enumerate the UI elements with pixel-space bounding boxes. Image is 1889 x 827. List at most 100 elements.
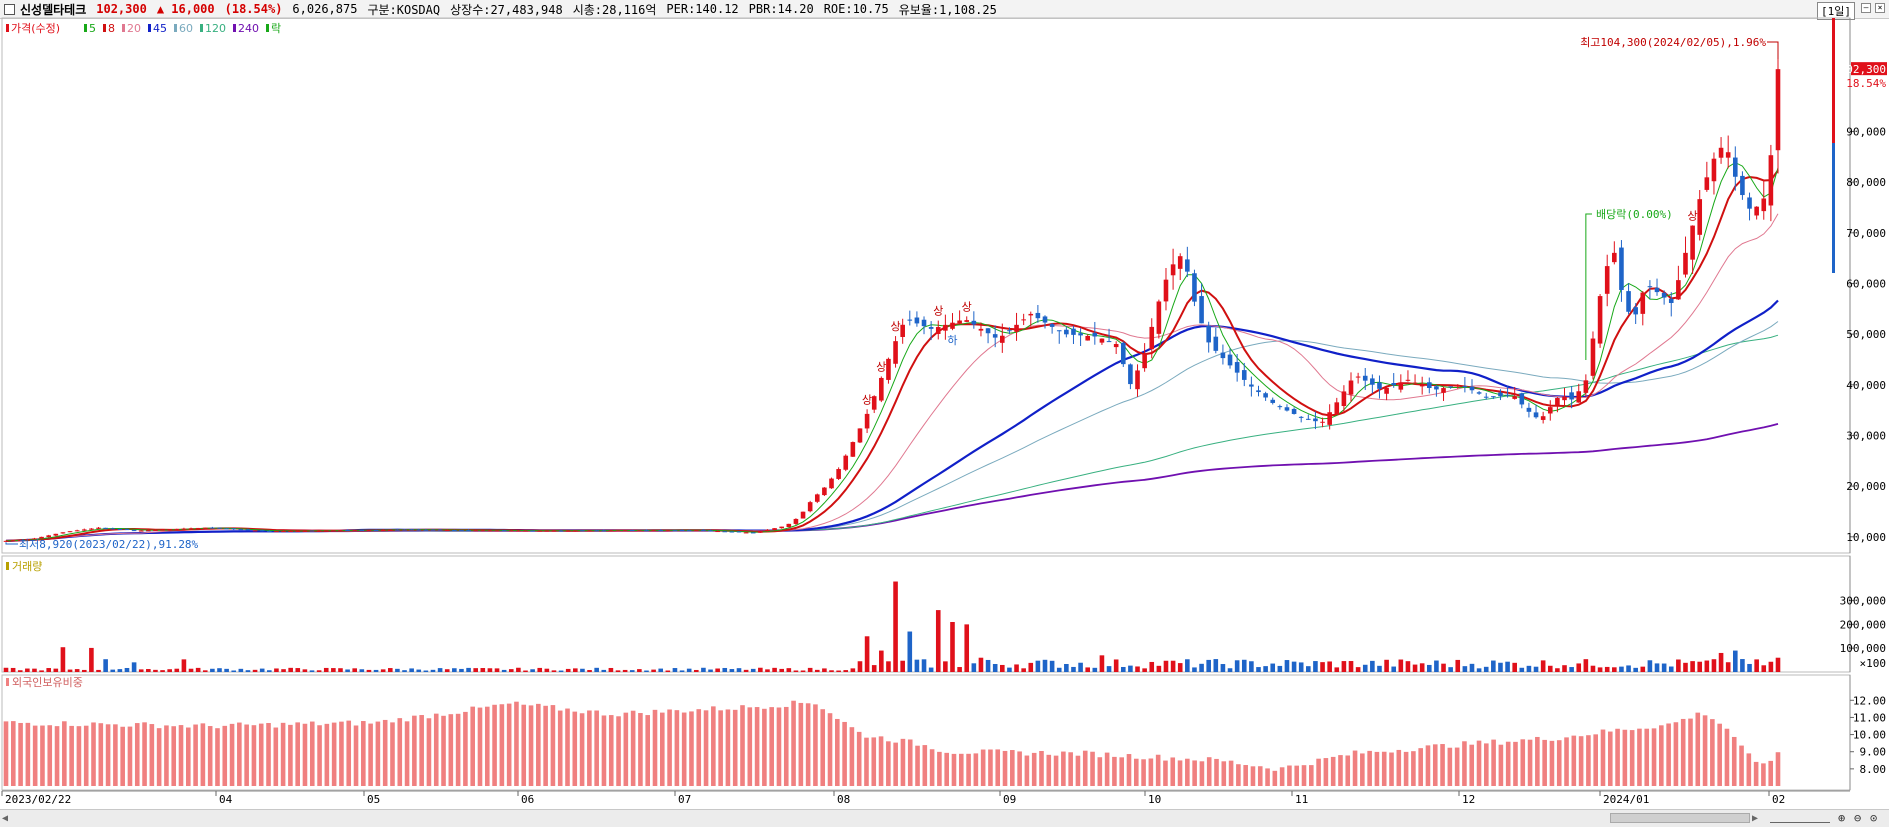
- candle-body: [1284, 407, 1290, 411]
- foreign-bar: [1236, 764, 1241, 786]
- candle: [850, 441, 856, 458]
- foreign-bar: [579, 713, 585, 786]
- volume-bar: [594, 667, 599, 672]
- volume-bar: [907, 631, 913, 672]
- volume-bar: [658, 668, 664, 672]
- foreign-bar: [762, 708, 767, 786]
- candle: [1661, 290, 1667, 305]
- candle: [1007, 327, 1012, 335]
- foreign-bar: [1097, 757, 1103, 786]
- volume-bar: [1676, 659, 1681, 672]
- candle: [1775, 59, 1781, 174]
- candle-body: [1434, 386, 1439, 390]
- minimize-icon[interactable]: –: [1861, 3, 1871, 13]
- candle: [1362, 368, 1368, 391]
- volume-bar: [437, 668, 443, 672]
- candle-body: [110, 528, 116, 530]
- foreign-bar: [1680, 718, 1686, 786]
- stock-name[interactable]: 신성델타테크: [20, 2, 87, 17]
- legend-item: 120: [205, 22, 226, 35]
- current-price: 102,300: [96, 2, 147, 16]
- volume-bar: [1263, 666, 1268, 672]
- candle-body: [1612, 252, 1617, 263]
- foreign-bar: [1702, 715, 1708, 786]
- foreign-bar: [835, 718, 840, 786]
- volume-tick-label: 300,000: [1840, 595, 1886, 608]
- candle: [89, 528, 94, 530]
- foreign-bar: [521, 704, 527, 786]
- zoom-slider[interactable]: [1770, 814, 1830, 823]
- foreign-bar: [1141, 759, 1146, 786]
- volume-bar: [1711, 659, 1717, 672]
- period-selector[interactable]: [1일]: [1817, 2, 1855, 20]
- candle: [444, 529, 450, 532]
- foreign-bar: [54, 726, 60, 786]
- candle: [1370, 374, 1375, 394]
- candle-body: [743, 532, 749, 534]
- candle: [1177, 253, 1183, 281]
- x-tick-label: 09: [1003, 793, 1016, 806]
- volume-bar: [978, 657, 984, 672]
- volume-bar: [565, 668, 571, 672]
- zoom-out-icon[interactable]: ⊖: [1854, 811, 1862, 825]
- foreign-bar: [805, 703, 811, 786]
- volume-bar: [267, 670, 272, 672]
- candle-body: [886, 358, 891, 380]
- foreign-bar: [1411, 751, 1416, 786]
- volume-bar: [487, 668, 493, 672]
- candle: [1000, 323, 1005, 353]
- candle: [950, 313, 955, 331]
- candle-body: [1192, 273, 1197, 302]
- candle-body: [1334, 402, 1340, 415]
- limit-up-mark: 상: [890, 320, 900, 333]
- scroll-left-icon[interactable]: ◀: [2, 813, 9, 824]
- volume-bar: [238, 668, 244, 672]
- candle: [1398, 374, 1404, 393]
- candle-body: [1768, 155, 1774, 206]
- chart-scrollbar[interactable]: ◀ ▶ ⊕ ⊖ ⊙: [0, 809, 1889, 827]
- candle: [1163, 267, 1169, 311]
- candle-body: [60, 532, 66, 534]
- x-tick-label: 02: [1772, 793, 1785, 806]
- scroll-right-icon[interactable]: ▶: [1752, 813, 1759, 824]
- candle-body: [1128, 364, 1133, 385]
- zoom-reset-icon[interactable]: ⊙: [1870, 811, 1878, 825]
- candle: [807, 500, 813, 513]
- candle: [1135, 364, 1140, 397]
- candle-body: [338, 530, 343, 532]
- candle: [1106, 328, 1112, 343]
- volume-legend: 거래량: [12, 560, 42, 573]
- volume-bar: [1135, 666, 1140, 672]
- candle: [366, 529, 372, 532]
- legend-item: 8: [108, 22, 115, 35]
- candle: [1120, 341, 1126, 367]
- candle: [131, 529, 137, 532]
- volume-bar: [25, 668, 30, 672]
- candle-body: [238, 529, 244, 531]
- foreign-bar: [601, 715, 607, 786]
- volume-bar: [96, 669, 101, 672]
- foreign-bar: [91, 722, 96, 786]
- candle: [1647, 280, 1653, 300]
- candle: [736, 530, 742, 533]
- scroll-thumb[interactable]: [1610, 813, 1750, 823]
- select-checkbox[interactable]: [4, 3, 15, 15]
- candle-body: [1775, 69, 1781, 151]
- zoom-in-icon[interactable]: ⊕: [1838, 811, 1846, 825]
- foreign-bar: [1520, 739, 1526, 786]
- foreign-bar: [207, 726, 213, 786]
- volume-bar: [1014, 664, 1019, 672]
- foreign-bar: [324, 723, 330, 786]
- foreign-bar: [339, 721, 344, 786]
- volume-bar: [217, 668, 222, 672]
- candle-body: [1668, 298, 1674, 304]
- candle-body: [935, 327, 941, 334]
- volume-bar: [1775, 657, 1781, 672]
- volume-bar: [1426, 664, 1432, 672]
- stock-chart[interactable]: 10,000 20,000 30,000 40,000 50,000 60,000 70,0…: [0, 0, 1889, 809]
- volume-bar: [601, 669, 607, 672]
- volume-bar: [1555, 668, 1560, 672]
- close-icon[interactable]: ×: [1875, 3, 1885, 13]
- candle: [1256, 385, 1261, 397]
- candle-body: [985, 328, 991, 334]
